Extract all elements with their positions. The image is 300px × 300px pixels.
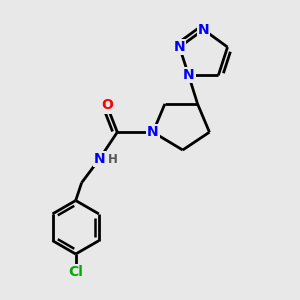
Text: N: N xyxy=(174,40,185,54)
Text: N: N xyxy=(183,68,194,82)
Text: Cl: Cl xyxy=(68,265,83,279)
Text: N: N xyxy=(198,22,209,37)
Text: H: H xyxy=(108,153,118,166)
Text: N: N xyxy=(147,125,159,139)
Text: O: O xyxy=(101,98,113,112)
Text: N: N xyxy=(94,152,105,166)
